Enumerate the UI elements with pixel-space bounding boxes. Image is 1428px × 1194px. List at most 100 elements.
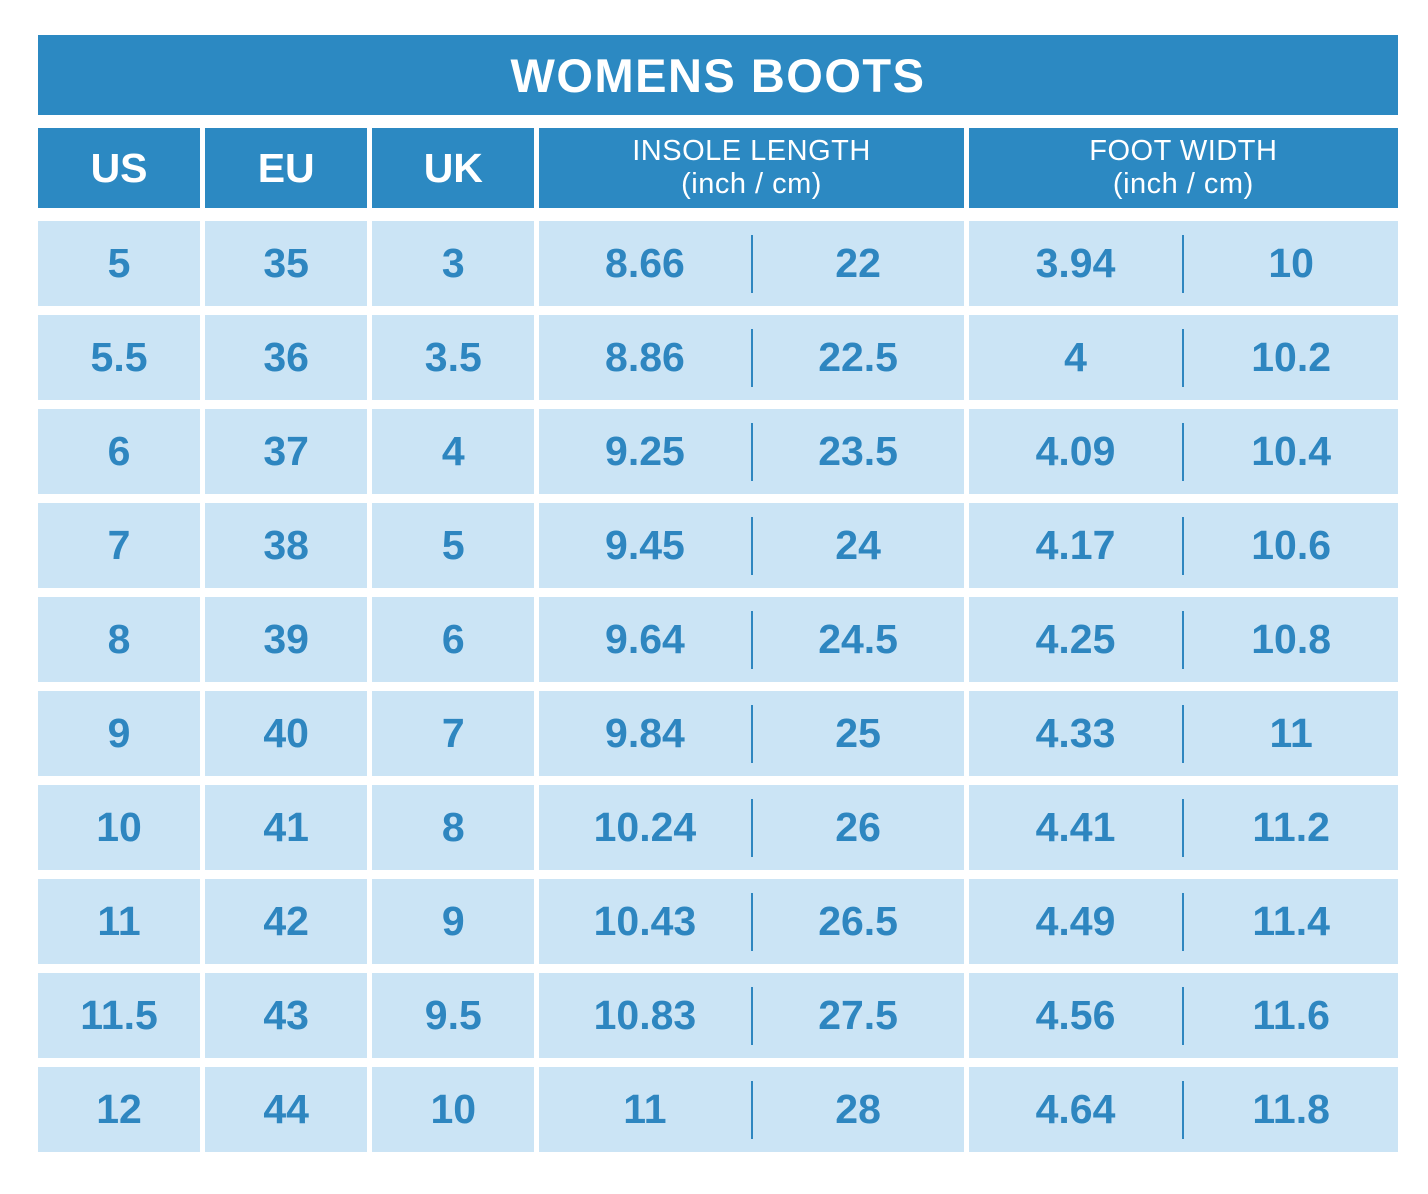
table-row: 6 37 4 9.25 23.5 4.09 10.4: [38, 409, 1398, 494]
foot-cm-value: 11: [1269, 710, 1313, 756]
header-eu: EU: [205, 128, 368, 208]
insole-length-cell: 10.24 26: [539, 785, 964, 870]
divider-line: [1182, 704, 1185, 763]
divider-line: [1182, 1080, 1185, 1139]
divider-line: [1182, 892, 1185, 951]
eu-cell: 41: [205, 785, 368, 870]
us-cell: 5: [38, 221, 201, 306]
insole-cm-value: 26: [835, 804, 881, 850]
uk-cell: 4: [372, 409, 535, 494]
insole-inch-value: 8.86: [605, 334, 685, 380]
divider-line: [750, 328, 753, 387]
foot-width-cell: 4.33 11: [968, 691, 1398, 776]
insole-length-cell: 8.86 22.5: [539, 315, 964, 400]
us-cell: 9: [38, 691, 201, 776]
uk-cell: 9: [372, 879, 535, 964]
header-uk: UK: [372, 128, 535, 208]
uk-cell: 3: [372, 221, 535, 306]
divider-line: [750, 516, 753, 575]
eu-cell: 42: [205, 879, 368, 964]
insole-cm-value: 28: [835, 1086, 881, 1132]
insole-cm-value: 23.5: [818, 428, 898, 474]
table-rows: 5 35 3 8.66 22 3.94 10 5.5 36 3.5 8.86 22.5 4 10.2 6 37…: [38, 221, 1398, 1152]
us-cell: 7: [38, 503, 201, 588]
insole-inch-value: 9.25: [605, 428, 685, 474]
divider-line: [1182, 516, 1185, 575]
table-row: 11.5 43 9.5 10.83 27.5 4.56 11.6: [38, 973, 1398, 1058]
foot-cm-value: 11.8: [1252, 1086, 1330, 1132]
uk-cell: 8: [372, 785, 535, 870]
table-row: 11 42 9 10.43 26.5 4.49 11.4: [38, 879, 1398, 964]
header-insole-length: INSOLE LENGTH (inch / cm): [539, 128, 964, 208]
divider-line: [750, 798, 753, 857]
table-row: 8 39 6 9.64 24.5 4.25 10.8: [38, 597, 1398, 682]
divider-line: [750, 704, 753, 763]
us-cell: 10: [38, 785, 201, 870]
divider-line: [1182, 422, 1185, 481]
foot-inch-value: 4.25: [1035, 616, 1116, 662]
insole-length-cell: 9.45 24: [539, 503, 964, 588]
insole-inch-value: 11: [623, 1086, 667, 1132]
divider-line: [1182, 234, 1185, 293]
foot-inch-value: 4.33: [1035, 710, 1116, 756]
foot-width-cell: 4.09 10.4: [968, 409, 1398, 494]
insole-inch-value: 8.66: [605, 240, 685, 286]
eu-cell: 35: [205, 221, 368, 306]
insole-cm-value: 22: [835, 240, 881, 286]
foot-inch-value: 4.64: [1035, 1086, 1116, 1132]
table-title: WOMENS BOOTS: [38, 35, 1398, 115]
foot-width-cell: 4.49 11.4: [968, 879, 1398, 964]
eu-cell: 36: [205, 315, 368, 400]
foot-inch-value: 4.17: [1035, 522, 1116, 568]
foot-cm-value: 10.8: [1251, 616, 1332, 662]
divider-line: [1182, 328, 1185, 387]
us-cell: 5.5: [38, 315, 201, 400]
table-row: 7 38 5 9.45 24 4.17 10.6: [38, 503, 1398, 588]
header-insole-length-units: (inch / cm): [681, 168, 822, 200]
table-row: 10 41 8 10.24 26 4.41 11.2: [38, 785, 1398, 870]
insole-cm-value: 24: [835, 522, 881, 568]
foot-inch-value: 4.56: [1035, 992, 1116, 1038]
insole-length-cell: 8.66 22: [539, 221, 964, 306]
us-cell: 6: [38, 409, 201, 494]
divider-line: [750, 610, 753, 669]
header-us: US: [38, 128, 201, 208]
header-row: US EU UK INSOLE LENGTH (inch / cm) FOOT …: [38, 128, 1398, 208]
divider-line: [1182, 986, 1185, 1045]
us-cell: 8: [38, 597, 201, 682]
divider-line: [1182, 798, 1185, 857]
insole-inch-value: 9.84: [605, 710, 685, 756]
foot-width-cell: 3.94 10: [968, 221, 1398, 306]
insole-inch-value: 9.64: [605, 616, 685, 662]
insole-inch-value: 10.24: [593, 804, 697, 850]
uk-cell: 5: [372, 503, 535, 588]
foot-inch-value: 4.09: [1035, 428, 1116, 474]
insole-length-cell: 9.84 25: [539, 691, 964, 776]
foot-inch-value: 4: [1064, 334, 1087, 380]
insole-length-cell: 9.64 24.5: [539, 597, 964, 682]
insole-inch-value: 10.43: [593, 898, 697, 944]
divider-line: [750, 234, 753, 293]
foot-width-cell: 4 10.2: [968, 315, 1398, 400]
foot-cm-value: 10.2: [1251, 334, 1332, 380]
foot-cm-value: 11.6: [1252, 992, 1330, 1038]
divider-line: [750, 1080, 753, 1139]
foot-cm-value: 11.2: [1252, 804, 1330, 850]
foot-width-cell: 4.56 11.6: [968, 973, 1398, 1058]
uk-cell: 9.5: [372, 973, 535, 1058]
table-row: 5 35 3 8.66 22 3.94 10: [38, 221, 1398, 306]
header-foot-width: FOOT WIDTH (inch / cm): [968, 128, 1398, 208]
header-insole-length-label: INSOLE LENGTH: [632, 134, 871, 167]
eu-cell: 39: [205, 597, 368, 682]
divider-line: [750, 892, 753, 951]
insole-cm-value: 25: [835, 710, 881, 756]
eu-cell: 37: [205, 409, 368, 494]
divider-line: [1182, 610, 1185, 669]
insole-cm-value: 27.5: [818, 992, 898, 1038]
header-foot-width-units: (inch / cm): [1112, 168, 1254, 200]
foot-width-cell: 4.25 10.8: [968, 597, 1398, 682]
uk-cell: 6: [372, 597, 535, 682]
foot-cm-value: 10.6: [1251, 522, 1332, 568]
insole-length-cell: 11 28: [539, 1067, 964, 1152]
